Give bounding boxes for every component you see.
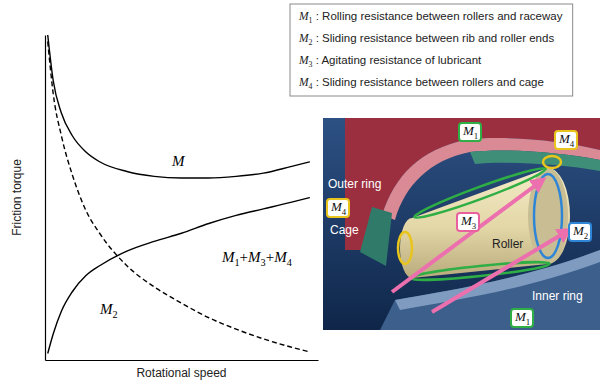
text-part: : Sliding resistance between rollers and… bbox=[313, 76, 544, 88]
text-part: : Rolling resistance between rollers and… bbox=[313, 10, 563, 22]
subscript: 3 bbox=[472, 221, 477, 231]
text-part: + bbox=[240, 249, 248, 265]
series-line bbox=[48, 198, 310, 354]
marker-badge: M1 bbox=[459, 123, 481, 141]
subscript: 4 bbox=[342, 207, 347, 217]
series-line bbox=[48, 42, 310, 352]
contact-outline bbox=[534, 174, 562, 258]
text-part: : Agitating resistance of lubricant bbox=[313, 54, 483, 66]
marker-label: M4 bbox=[558, 131, 575, 149]
diagram-background bbox=[323, 118, 600, 330]
key-entry: M2 : Sliding resistance between rib and … bbox=[298, 32, 554, 47]
marker-badge: M1 bbox=[511, 309, 533, 327]
marker-label: M1 bbox=[514, 309, 530, 327]
series-label: M bbox=[171, 153, 186, 169]
bearing-diagram: Outer ringCageRollerInner ringM1M4M4M3M2… bbox=[323, 118, 600, 330]
cage bbox=[360, 207, 392, 266]
key-box: M1 : Rolling resistance between rollers … bbox=[290, 4, 573, 96]
y-axis bbox=[45, 36, 46, 361]
marker-badge: M3 bbox=[457, 213, 479, 231]
subscript: 4 bbox=[287, 257, 292, 268]
series-label: M1+M3+M4 bbox=[221, 249, 292, 268]
flow-arrow bbox=[392, 182, 540, 292]
subscript: 2 bbox=[113, 309, 118, 320]
marker-box bbox=[327, 199, 349, 217]
subscript: 1 bbox=[474, 131, 478, 141]
contact-outline bbox=[398, 232, 412, 264]
key-entry: M1 : Rolling resistance between rollers … bbox=[298, 10, 563, 25]
y-axis-line bbox=[45, 36, 46, 361]
part-label: Roller bbox=[492, 237, 523, 251]
marker-label: M4 bbox=[330, 199, 347, 217]
figure: MM1+M3+M4M2Friction torqueRotational spe… bbox=[0, 0, 605, 385]
marker-badge: M4 bbox=[555, 131, 577, 149]
marker-box bbox=[511, 309, 533, 327]
subscript: 2 bbox=[584, 231, 588, 241]
x-axis bbox=[46, 360, 319, 361]
part-label: Inner ring bbox=[532, 289, 583, 303]
marker-label: M3 bbox=[460, 213, 477, 231]
marker-badge: M2 bbox=[569, 223, 591, 241]
diagram-shapes bbox=[323, 118, 600, 330]
subscript: 1 bbox=[526, 317, 530, 327]
marker-box bbox=[555, 131, 577, 149]
marker-label: M1 bbox=[462, 123, 478, 141]
x-axis-line bbox=[46, 360, 319, 361]
text-part: + bbox=[266, 249, 274, 265]
series-line bbox=[48, 35, 310, 178]
contact-outline bbox=[543, 156, 561, 168]
text-part: : Sliding resistance between rib and rol… bbox=[313, 32, 555, 44]
plot-area bbox=[48, 35, 310, 354]
series-label: M2 bbox=[99, 301, 118, 320]
marker-box bbox=[457, 213, 479, 231]
marker-badge: M4 bbox=[327, 199, 349, 217]
x-axis-title: Rotational speed bbox=[136, 366, 226, 380]
cage bbox=[470, 150, 600, 171]
key-frame bbox=[290, 4, 573, 96]
part-label: Outer ring bbox=[328, 177, 381, 191]
y-axis-title: Friction torque bbox=[10, 159, 24, 236]
marker-box bbox=[569, 223, 591, 241]
key-entry: M3 : Agitating resistance of lubricant bbox=[298, 54, 482, 69]
symbol: M bbox=[171, 153, 186, 169]
key-entry: M4 : Sliding resistance between rollers … bbox=[298, 76, 544, 91]
subscript: 4 bbox=[570, 139, 575, 149]
marker-label: M2 bbox=[572, 223, 588, 241]
marker-box bbox=[459, 123, 481, 141]
part-label: Cage bbox=[330, 223, 359, 237]
